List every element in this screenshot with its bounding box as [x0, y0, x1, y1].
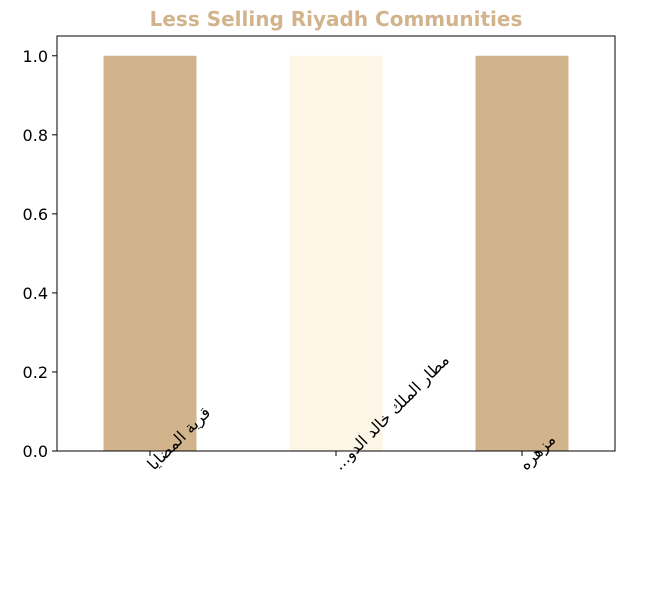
- y-tick-label: 0.6: [23, 205, 48, 224]
- y-tick-label: 0.2: [23, 363, 48, 382]
- bar-2: [289, 55, 383, 452]
- bar-3: [475, 55, 569, 452]
- y-axis: 0.0 0.2 0.4 0.6 0.8 1.0: [23, 47, 57, 461]
- bars-group: [103, 55, 569, 452]
- y-tick-label: 1.0: [23, 47, 48, 66]
- y-tick-label: 0.4: [23, 284, 48, 303]
- y-tick-label: 0.0: [23, 442, 48, 461]
- chart-title: Less Selling Riyadh Communities: [150, 7, 523, 31]
- y-tick-label: 0.8: [23, 126, 48, 145]
- bar-1: [103, 55, 197, 452]
